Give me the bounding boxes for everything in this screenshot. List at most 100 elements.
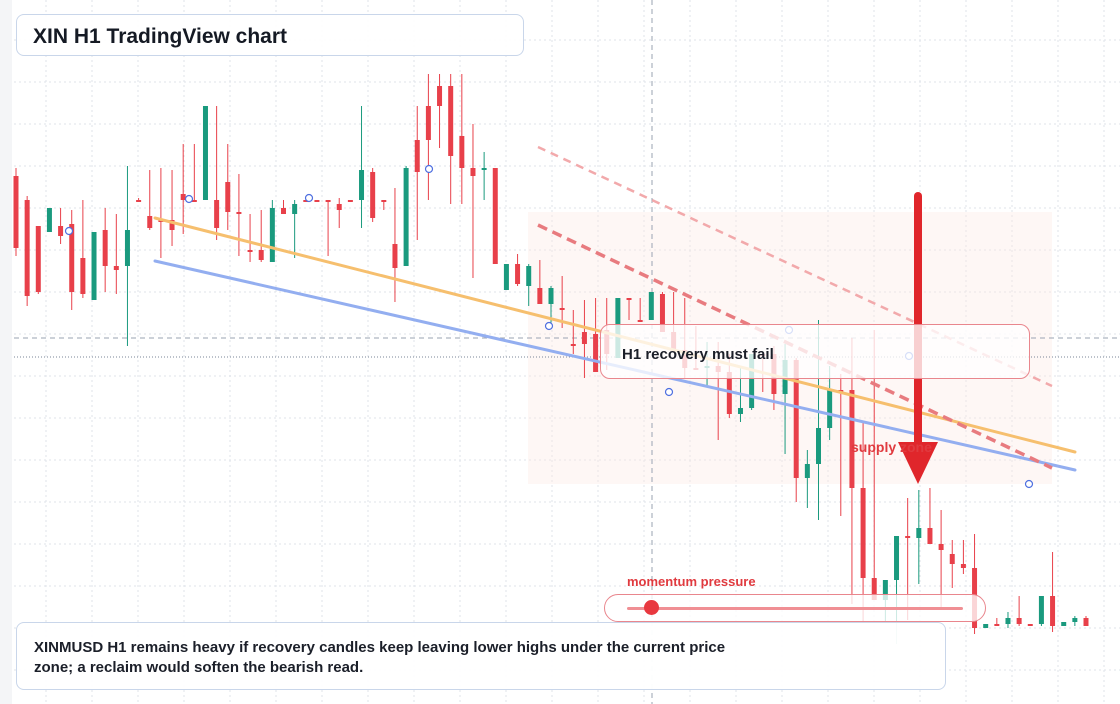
candle-body: [816, 428, 821, 464]
candle-body: [938, 544, 944, 550]
candle-body: [347, 200, 353, 202]
candle-body: [849, 390, 855, 488]
candle-body: [1005, 618, 1011, 624]
candle-body: [916, 528, 922, 538]
candle-body: [949, 554, 955, 564]
candle-body: [392, 244, 398, 268]
candle-body: [659, 294, 665, 332]
candle-body: [258, 250, 264, 260]
candle-body: [960, 564, 966, 568]
candle-body: [136, 200, 142, 202]
candle-body: [13, 176, 19, 248]
candle-body: [169, 220, 175, 230]
momentum-gauge-label: momentum pressure: [627, 574, 756, 589]
candle-body: [314, 200, 320, 202]
candle-body: [537, 288, 543, 304]
candle-body: [983, 624, 989, 628]
down-arrow-head: [898, 442, 938, 484]
candle-body: [102, 230, 108, 266]
candle-body: [793, 360, 799, 478]
chart-title: XIN H1 TradingView chart: [33, 25, 288, 48]
candle-body: [403, 168, 409, 266]
candle-body: [370, 172, 376, 218]
candle-body: [1050, 596, 1056, 626]
candle-body: [325, 200, 331, 202]
candle-body: [894, 536, 900, 580]
candle-body: [448, 86, 454, 156]
candle-body: [437, 86, 443, 106]
candle-body: [871, 578, 877, 600]
anchor-point[interactable]: [184, 194, 194, 204]
candle-body: [247, 250, 253, 252]
candle-body: [749, 354, 755, 408]
candle-body: [1038, 596, 1044, 624]
candle-body: [113, 266, 119, 270]
candle-body: [35, 226, 41, 292]
candle-body: [1027, 624, 1033, 626]
momentum-gauge[interactable]: [604, 594, 986, 622]
analysis-note-box: XINMUSD H1 remains heavy if recovery can…: [16, 622, 946, 690]
candle-body: [180, 194, 186, 200]
anchor-point[interactable]: [304, 193, 314, 203]
candle-body: [214, 200, 220, 228]
candle-body: [281, 208, 286, 214]
candle-body: [191, 200, 197, 202]
candle-body: [58, 226, 64, 236]
candle-body: [336, 204, 342, 210]
candle-body: [147, 216, 153, 228]
candle-body: [637, 320, 643, 322]
candle-body: [303, 200, 309, 202]
momentum-gauge-knob[interactable]: [643, 600, 659, 615]
candle-body: [581, 332, 587, 344]
candle-body: [1072, 618, 1078, 622]
candle-body: [292, 204, 298, 214]
candle-body: [425, 106, 431, 140]
anchor-point[interactable]: [544, 321, 554, 331]
candle-body: [269, 208, 275, 262]
channel-line-lower[interactable]: [537, 223, 1053, 470]
chart-title-box: XIN H1 TradingView chart: [16, 14, 524, 56]
supply-zone-label: supply zone: [851, 439, 932, 455]
anchor-point[interactable]: [664, 387, 674, 397]
candle-body: [827, 390, 833, 428]
candle-body: [124, 230, 130, 266]
candle-body: [860, 488, 866, 578]
anchor-point[interactable]: [64, 226, 74, 236]
anchor-point[interactable]: [424, 164, 434, 174]
candle-body: [905, 536, 911, 538]
candle-body: [492, 168, 498, 264]
candle-body: [481, 168, 487, 170]
candle-body: [359, 170, 365, 200]
channel-line-upper[interactable]: [537, 145, 1053, 388]
candle-body: [470, 168, 476, 176]
chart-left-edge: [0, 0, 12, 704]
momentum-gauge-track: [627, 607, 963, 610]
candle-body: [459, 136, 465, 168]
candle-body: [91, 232, 97, 300]
candle-body: [804, 464, 810, 478]
analysis-note: XINMUSD H1 remains heavy if recovery can…: [34, 639, 726, 676]
candle-body: [24, 200, 30, 296]
candle-body: [882, 580, 888, 600]
candle-body: [648, 292, 654, 320]
candle-body: [46, 208, 52, 232]
candle-body: [626, 298, 632, 300]
candle-body: [236, 212, 242, 214]
candle-body: [570, 344, 576, 346]
candle-body: [559, 308, 565, 310]
candle-body: [737, 408, 743, 414]
candle-body: [503, 264, 509, 290]
candle-body: [1061, 622, 1067, 626]
candle-body: [225, 182, 231, 212]
callout-text: H1 recovery must fail: [622, 346, 774, 363]
candle-body: [515, 264, 521, 284]
candle-body: [548, 288, 554, 304]
candle-body: [526, 266, 532, 286]
candle-body: [927, 528, 933, 544]
candle-body: [69, 224, 75, 292]
anchor-point[interactable]: [1024, 479, 1034, 489]
recovery-callout[interactable]: H1 recovery must fail: [600, 324, 1030, 379]
candle-body: [202, 106, 208, 200]
candle-body: [80, 258, 86, 294]
candle-body: [1016, 618, 1022, 624]
